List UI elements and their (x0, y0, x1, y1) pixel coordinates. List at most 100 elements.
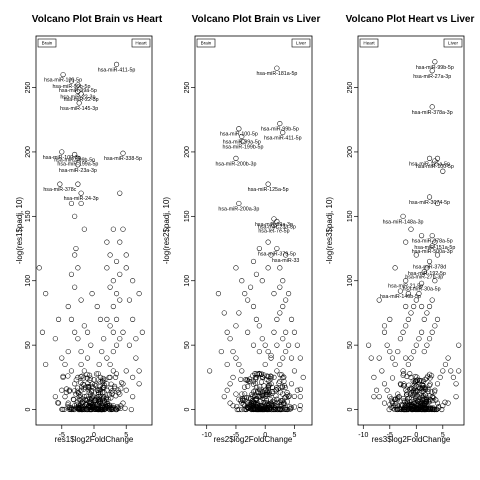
legend-right-box (131, 38, 151, 48)
data-point (280, 391, 286, 397)
data-point (109, 388, 115, 394)
labeled-data-point (240, 139, 246, 145)
point-label: hsa-miR-200b-3p (215, 161, 256, 167)
point-label: hsa-miR-99b-5p (52, 84, 90, 90)
data-point (90, 404, 96, 410)
data-point (381, 323, 388, 329)
data-point (379, 368, 385, 374)
point-label: hsa-miR-23a-3p (59, 168, 97, 174)
labeled-data-point (429, 68, 435, 74)
data-point (277, 284, 283, 290)
data-point (392, 396, 398, 402)
data-point (366, 342, 372, 348)
data-point (261, 405, 267, 411)
data-point (75, 336, 81, 342)
data-point (36, 265, 42, 271)
data-point (52, 394, 58, 400)
y-tick-label: 50 (25, 341, 32, 349)
data-point (297, 406, 303, 413)
labeled-data-point (236, 126, 242, 132)
point-label: hsa-miR-99b-5p (416, 65, 454, 71)
data-point (277, 361, 283, 368)
data-point (251, 381, 257, 387)
data-point (440, 368, 446, 374)
point-label: hsa-miR-379-5p (258, 252, 296, 258)
data-point (413, 252, 419, 258)
data-point (117, 391, 123, 397)
data-point (421, 395, 427, 401)
labeled-data-point (283, 252, 289, 258)
data-point (71, 406, 77, 413)
data-point (72, 403, 78, 409)
data-point (93, 371, 100, 377)
point-label: hsa-miR-100-5p (416, 164, 454, 170)
labeled-data-point (60, 72, 66, 78)
data-point (263, 405, 269, 411)
labeled-data-point (265, 181, 271, 187)
data-point (429, 394, 435, 400)
data-point (274, 368, 280, 374)
data-point (442, 399, 448, 405)
y-tick-label: 200 (25, 146, 32, 158)
data-point (448, 368, 454, 374)
points-layer: hsa-miR-181a-5p hsa-miR-99b-5p hsa-miR-411… (207, 65, 306, 413)
data-point (110, 403, 116, 409)
data-point (81, 323, 87, 329)
data-point (65, 349, 71, 355)
legend-right-box (291, 38, 311, 48)
labeled-data-point (426, 155, 433, 161)
data-point (281, 378, 287, 384)
y-axis-label: -log(res2$padj, 10) (162, 197, 171, 264)
y-tick-label: 150 (347, 210, 354, 222)
data-point (291, 329, 298, 335)
data-point (439, 406, 445, 413)
data-point (239, 400, 245, 406)
data-point (233, 265, 239, 271)
data-point (252, 406, 258, 413)
data-point (412, 404, 418, 410)
data-point (246, 395, 252, 401)
data-point (445, 355, 451, 361)
data-point (68, 200, 75, 207)
data-point (280, 336, 286, 342)
data-point (112, 383, 118, 389)
data-point (233, 355, 239, 361)
data-point (262, 387, 268, 393)
data-point (123, 265, 129, 271)
point-label: hsa-miR-411-5p (264, 136, 302, 142)
data-point (78, 349, 84, 355)
data-point (297, 394, 303, 400)
data-point (268, 400, 274, 406)
data-point (102, 377, 108, 383)
data-point (78, 361, 84, 368)
data-point (297, 355, 303, 361)
data-point (405, 361, 411, 368)
data-point (224, 387, 230, 393)
data-point (107, 374, 113, 380)
data-point (421, 349, 427, 355)
data-point (387, 316, 393, 322)
data-point (59, 355, 65, 361)
data-point (233, 391, 239, 397)
data-point (425, 399, 432, 405)
labeled-data-point (75, 82, 81, 88)
labeled-data-point (78, 190, 84, 196)
data-point (117, 271, 123, 277)
panel-1: Volcano Plot Brain vs Heart0501001502002… (15, 14, 163, 444)
data-point (291, 404, 298, 410)
data-point (416, 291, 422, 297)
data-point (79, 405, 85, 411)
data-point (245, 297, 251, 303)
data-point (453, 394, 459, 400)
data-point (73, 245, 79, 252)
data-point (288, 316, 295, 322)
data-point (109, 391, 115, 397)
labeled-data-point (113, 61, 120, 67)
data-point (78, 374, 84, 380)
data-point (419, 233, 425, 239)
data-point (400, 329, 406, 335)
point-label: hsa-miR-22-3p (64, 97, 99, 103)
points-layer: hsa-miR-411-5p hsa-miR-100-5phsa-miR-99b-… (36, 61, 145, 413)
point-label: hsa-miR-199b-5p (223, 145, 264, 151)
data-point (113, 406, 119, 413)
